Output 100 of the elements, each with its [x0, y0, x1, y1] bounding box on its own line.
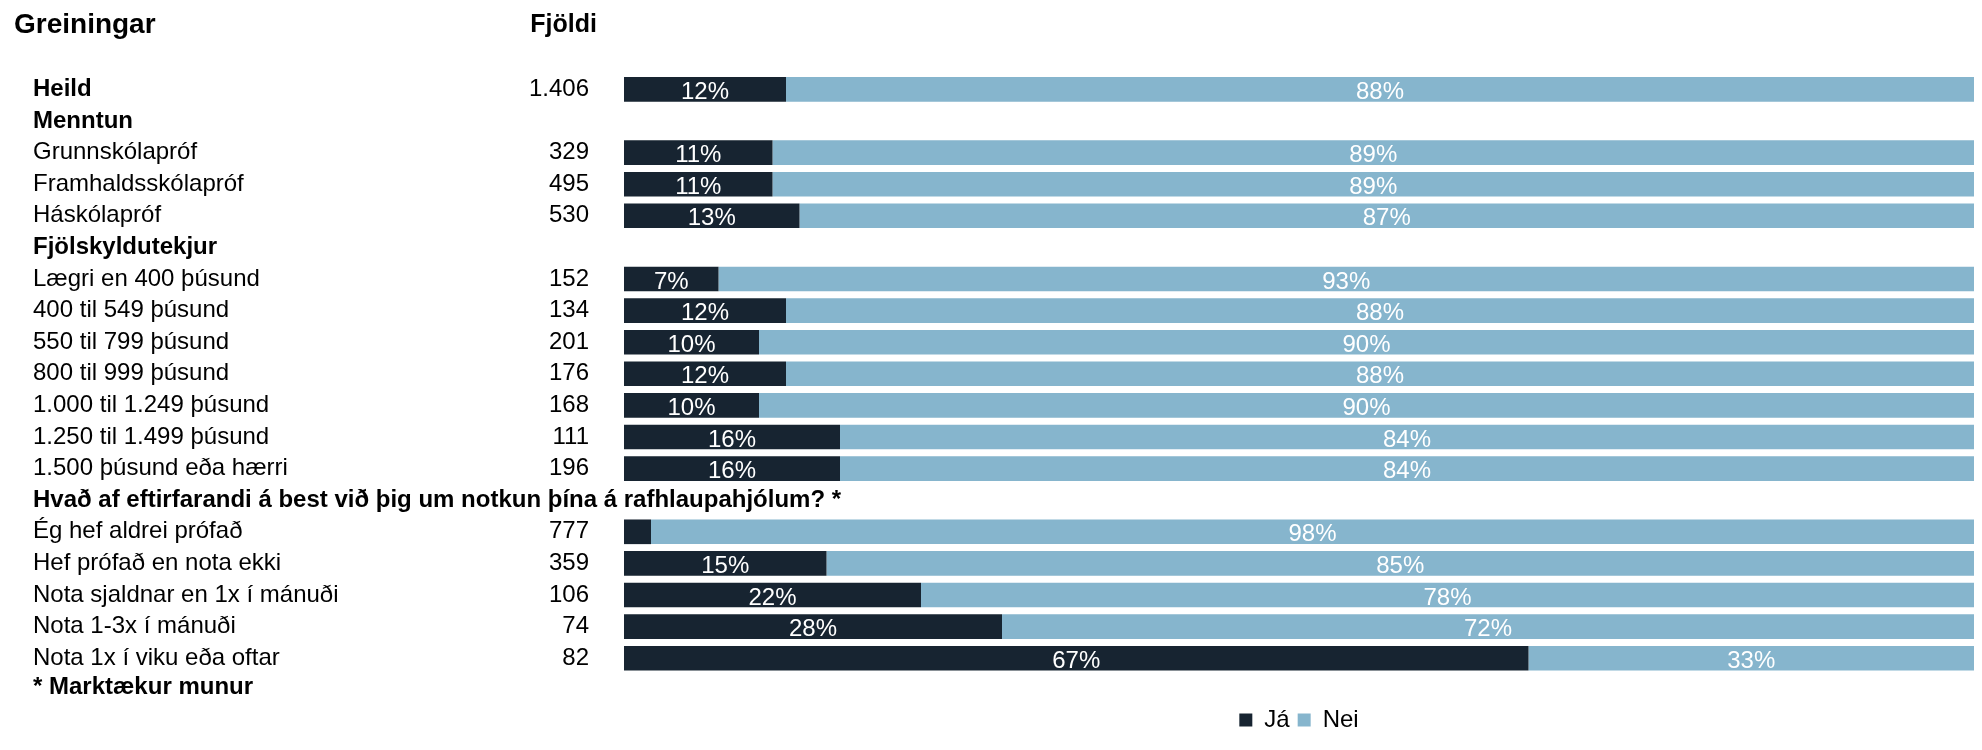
- y2-axis-title: Fjöldi: [530, 8, 597, 37]
- y2-tick-label: 106: [548, 579, 589, 607]
- bar: [840, 424, 1974, 450]
- y2-tick-label: 359: [548, 548, 589, 576]
- bar: [718, 266, 1974, 292]
- y-tick-label: Hef prófað en nota ekki: [33, 548, 282, 576]
- y2-tick-label: 530: [548, 200, 589, 228]
- bar: [840, 456, 1974, 481]
- bar: [624, 519, 651, 545]
- data-label: 90%: [1342, 393, 1391, 421]
- bar: [624, 582, 921, 608]
- data-label: 88%: [1355, 77, 1405, 105]
- bar: [624, 298, 786, 323]
- y-tick-label: Nota 1x í viku eða oftar: [33, 642, 280, 670]
- bar: [624, 140, 773, 165]
- data-label: 98%: [1288, 519, 1337, 547]
- y-tick-label: 1.000 til 1.249 þúsund: [33, 390, 270, 418]
- data-label: 11%: [675, 140, 722, 168]
- bar: [1528, 645, 1974, 671]
- data-label: 87%: [1362, 203, 1411, 231]
- bar: [624, 329, 759, 355]
- data-label: 22%: [748, 582, 797, 610]
- y2-tick-label: 329: [548, 137, 589, 165]
- y2-tick-label: 201: [548, 326, 589, 354]
- y-tick-label: Nota sjaldnar en 1x í mánuði: [33, 579, 339, 607]
- bar: [1002, 614, 1974, 639]
- bar: [624, 393, 759, 418]
- bar: [759, 393, 1974, 418]
- bar: [651, 519, 1974, 545]
- data-label: 89%: [1349, 140, 1398, 168]
- bar: [786, 77, 1974, 102]
- y-tick-label: Hvað af eftirfarandi á best við þig um notkun þína á rafhlaupahjólum? *: [33, 484, 842, 512]
- data-label: 90%: [1342, 329, 1391, 357]
- bar: [772, 171, 1974, 197]
- data-label: 67%: [1052, 645, 1101, 673]
- data-label: 33%: [1727, 645, 1776, 673]
- data-label: 13%: [687, 203, 736, 231]
- data-label: 93%: [1322, 266, 1371, 294]
- data-label: 84%: [1382, 456, 1432, 484]
- y2-tick-label: 777: [548, 516, 589, 544]
- data-label: 7%: [653, 266, 689, 294]
- bar: [624, 171, 773, 197]
- bar: [624, 456, 840, 481]
- data-label: 12%: [680, 77, 730, 105]
- y-tick-label: Háskólapróf: [33, 200, 162, 228]
- data-label: 28%: [788, 614, 838, 642]
- bar: [624, 614, 1002, 639]
- bar: [921, 582, 1974, 608]
- y-tick-label: Fjölskyldutekjur: [33, 232, 218, 260]
- bar: [624, 551, 827, 576]
- data-label: 88%: [1355, 298, 1405, 326]
- legend-label: Nei: [1322, 704, 1359, 732]
- y-tick-label: Heild: [33, 74, 92, 102]
- data-label: 11%: [675, 171, 722, 199]
- data-label: 16%: [707, 456, 757, 484]
- legend-label: Já: [1264, 704, 1291, 732]
- y2-tick-label: 1.406: [528, 74, 589, 102]
- bar: [624, 77, 786, 102]
- bar: [759, 329, 1974, 355]
- y-tick-label: Framhaldsskólapróf: [33, 168, 245, 196]
- data-label: 12%: [680, 361, 730, 389]
- y-tick-label: 400 til 549 þúsund: [33, 295, 230, 323]
- y2-tick-label: 134: [548, 295, 589, 323]
- y2-tick-label: 152: [548, 263, 589, 291]
- y-tick-label: 800 til 999 þúsund: [33, 358, 230, 386]
- y2-tick-label: 111: [552, 421, 589, 449]
- data-label: 10%: [667, 393, 716, 421]
- bar: [772, 140, 1974, 165]
- bar: [624, 361, 786, 387]
- bar: [799, 203, 1974, 229]
- data-label: 84%: [1382, 424, 1432, 452]
- y2-tick-label: 176: [548, 358, 589, 386]
- data-label: 78%: [1423, 582, 1472, 610]
- data-label: 10%: [667, 329, 716, 357]
- bar: [786, 298, 1974, 323]
- text: * Marktækur munur: [33, 671, 254, 699]
- y2-tick-label: 168: [548, 390, 589, 418]
- bar: [826, 551, 1974, 576]
- y-tick-label: Grunnskólapróf: [33, 137, 198, 165]
- data-label: 88%: [1355, 361, 1405, 389]
- y2-tick-label: 82: [562, 642, 589, 670]
- y2-tick-label: 495: [548, 168, 589, 196]
- bar: [624, 424, 840, 450]
- data-label: 89%: [1349, 171, 1398, 199]
- data-label: 15%: [701, 551, 750, 579]
- y-tick-label: 1.250 til 1.499 þúsund: [33, 421, 270, 449]
- y-tick-label: Lægri en 400 þúsund: [33, 263, 260, 291]
- y-tick-label: 1.500 þúsund eða hærri: [33, 453, 288, 481]
- bar: [786, 361, 1974, 387]
- y2-tick-label: 74: [562, 611, 589, 639]
- y2-tick-label: 196: [548, 453, 589, 481]
- data-label: 72%: [1463, 614, 1513, 642]
- y-tick-label: Nota 1-3x í mánuði: [33, 611, 236, 639]
- data-label: 16%: [707, 424, 757, 452]
- text: Greiningar: [14, 7, 156, 39]
- bar: [624, 645, 1529, 671]
- y-tick-label: Menntun: [33, 105, 133, 133]
- data-label: 85%: [1376, 551, 1425, 579]
- y-tick-label: Ég hef aldrei prófað: [33, 516, 243, 544]
- data-label: 12%: [680, 298, 730, 326]
